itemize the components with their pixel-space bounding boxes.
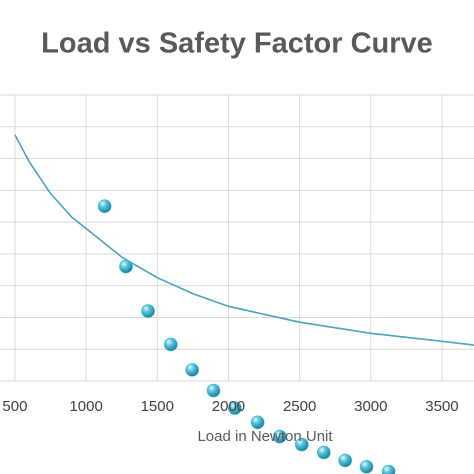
x-tick-label: 500 — [2, 398, 27, 415]
x-tick-label: 3500 — [425, 398, 458, 415]
x-tick-label: 1000 — [69, 398, 102, 415]
chart-title: Load vs Safety Factor Curve — [41, 28, 433, 60]
x-tick-label: 2000 — [212, 398, 245, 415]
point — [272, 429, 287, 444]
curve — [14, 134, 474, 346]
x-axis-label: Load in Newton Unit — [197, 428, 333, 445]
point — [338, 453, 352, 468]
point — [119, 259, 133, 274]
point — [206, 383, 221, 398]
point — [164, 337, 178, 352]
x-tick-label: 3000 — [354, 398, 387, 415]
point — [141, 304, 155, 318]
point — [228, 401, 242, 415]
x-tick-label: 2500 — [283, 398, 316, 415]
marks — [14, 134, 474, 474]
point — [359, 459, 374, 474]
point — [250, 415, 265, 430]
x-tick-label: 1500 — [141, 398, 174, 415]
point — [185, 363, 199, 377]
point — [381, 464, 396, 474]
point — [97, 199, 112, 214]
grid — [0, 94, 474, 382]
point — [317, 445, 331, 460]
point — [294, 437, 309, 452]
